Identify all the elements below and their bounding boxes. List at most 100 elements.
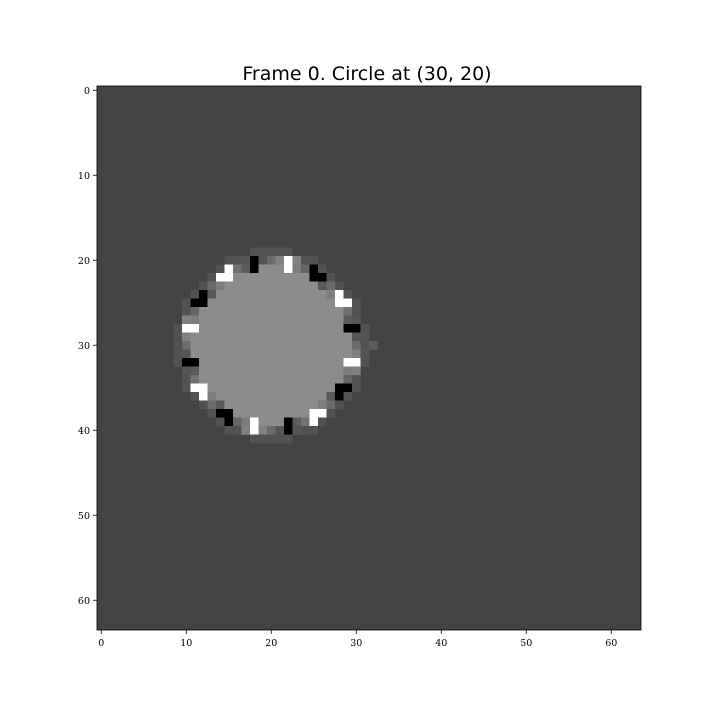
heatmap-cell xyxy=(326,366,336,376)
heatmap-cell xyxy=(207,409,217,418)
heatmap-cell xyxy=(190,315,200,325)
heatmap-cell xyxy=(258,409,268,418)
heatmap-cell xyxy=(258,298,268,308)
heatmap-cell xyxy=(318,358,327,367)
heatmap-cell xyxy=(343,332,353,342)
heatmap-cell xyxy=(250,332,259,342)
heatmap-cell xyxy=(207,273,217,282)
heatmap-cell xyxy=(318,341,327,350)
heatmap-cell xyxy=(292,290,302,299)
heatmap-cell xyxy=(199,298,208,308)
heatmap-cell xyxy=(241,375,251,384)
heatmap-cell xyxy=(267,409,276,418)
heatmap-cell xyxy=(224,332,234,342)
heatmap-cell xyxy=(241,290,251,299)
heatmap-cell xyxy=(199,392,208,401)
heatmap-cell xyxy=(258,349,268,359)
heatmap-cell xyxy=(318,332,327,342)
heatmap-cell xyxy=(250,247,259,257)
heatmap-cell xyxy=(216,264,225,274)
heatmap-cell xyxy=(335,392,344,401)
heatmap-cell xyxy=(267,349,276,359)
heatmap-cell xyxy=(284,358,293,367)
heatmap-cell xyxy=(250,349,259,359)
heatmap-cell xyxy=(275,358,285,367)
heatmap-cell xyxy=(318,298,327,308)
heatmap-cell xyxy=(250,426,259,435)
heatmap-cell xyxy=(241,298,251,308)
heatmap-cell xyxy=(292,324,302,333)
heatmap-cell xyxy=(173,349,183,359)
heatmap-cell xyxy=(275,383,285,393)
heatmap-cell xyxy=(250,383,259,393)
heatmap-cell xyxy=(301,281,310,291)
heatmap-cell xyxy=(284,324,293,333)
heatmap-cell xyxy=(275,273,285,282)
heatmap-cell xyxy=(318,290,327,299)
heatmap-cell xyxy=(318,400,327,410)
heatmap-cell xyxy=(190,290,200,299)
heatmap-cell xyxy=(233,366,242,376)
heatmap-cell xyxy=(224,375,234,384)
heatmap-cell xyxy=(207,324,217,333)
heatmap-cell xyxy=(267,247,276,257)
heatmap-cell xyxy=(258,392,268,401)
heatmap-cell xyxy=(258,290,268,299)
heatmap-cell xyxy=(309,366,319,376)
heatmap-cell xyxy=(199,315,208,325)
heatmap-cell xyxy=(233,307,242,316)
heatmap-cell xyxy=(360,341,370,350)
heatmap-cell xyxy=(250,273,259,282)
heatmap-cell xyxy=(258,247,268,257)
heatmap-cell xyxy=(207,332,217,342)
heatmap-cell xyxy=(326,358,336,367)
heatmap-cell xyxy=(284,290,293,299)
heatmap-cell xyxy=(182,358,191,367)
heatmap-cell xyxy=(224,358,234,367)
heatmap-cell xyxy=(301,392,310,401)
heatmap-cell xyxy=(233,392,242,401)
heatmap-cell xyxy=(309,324,319,333)
heatmap-cell xyxy=(258,273,268,282)
heatmap-cell xyxy=(284,417,293,427)
x-tick-label: 10 xyxy=(180,638,192,649)
heatmap-cell xyxy=(267,426,276,435)
heatmap-cell xyxy=(250,366,259,376)
heatmap-cell xyxy=(318,264,327,274)
heatmap-cell xyxy=(292,426,302,435)
heatmap-cell xyxy=(241,324,251,333)
x-tick-label: 60 xyxy=(605,638,617,649)
heatmap-cell xyxy=(284,315,293,325)
heatmap-cell xyxy=(182,315,191,325)
heatmap-cell xyxy=(284,434,293,444)
heatmap-cell xyxy=(258,426,268,435)
heatmap-cell xyxy=(199,281,208,291)
heatmap-cell xyxy=(207,358,217,367)
heatmap-cell xyxy=(250,298,259,308)
heatmap-cell xyxy=(275,434,285,444)
heatmap-cell xyxy=(292,264,302,274)
heatmap-cell xyxy=(258,324,268,333)
heatmap-cell xyxy=(284,247,293,257)
heatmap-cell xyxy=(301,298,310,308)
heatmap-cell xyxy=(309,349,319,359)
heatmap-cell xyxy=(199,349,208,359)
heatmap-cell xyxy=(233,264,242,274)
heatmap-cell xyxy=(326,409,336,418)
heatmap-cell xyxy=(326,400,336,410)
heatmap-cell xyxy=(258,256,268,265)
heatmap-cell xyxy=(233,332,242,342)
heatmap-cell xyxy=(292,341,302,350)
heatmap-cell xyxy=(292,349,302,359)
heatmap-cell xyxy=(284,256,293,265)
heatmap-cell xyxy=(343,307,353,316)
heatmap-cell xyxy=(207,400,217,410)
heatmap-cell xyxy=(241,417,251,427)
heatmap-cell xyxy=(258,358,268,367)
heatmap-cell xyxy=(318,417,327,427)
heatmap-cell xyxy=(216,349,225,359)
heatmap-cell xyxy=(335,366,344,376)
heatmap-cell xyxy=(190,366,200,376)
heatmap-cell xyxy=(267,417,276,427)
heatmap-cell xyxy=(318,324,327,333)
